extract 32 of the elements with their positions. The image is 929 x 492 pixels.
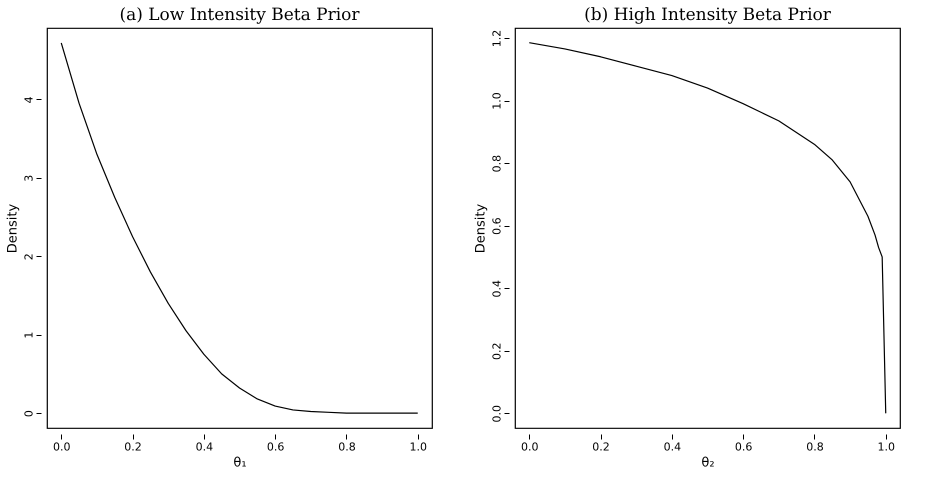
y-tick-label: 0.2 <box>490 342 504 360</box>
y-tick-label: 0.6 <box>490 217 504 235</box>
x-axis-title: θ₁ <box>233 456 247 470</box>
y-tick-label: 1.0 <box>490 92 504 110</box>
y-tick-label: 1 <box>22 332 36 339</box>
x-tick-label: 1.0 <box>877 440 895 454</box>
x-tick-label: 0.6 <box>734 440 752 454</box>
chart-title: (b) High Intensity Beta Prior <box>584 5 832 25</box>
x-tick-label: 0.8 <box>338 440 356 454</box>
y-axis-title: Density <box>6 203 20 254</box>
y-tick-label: 2 <box>22 253 36 260</box>
y-tick-label: 3 <box>22 174 36 182</box>
x-tick-label: 0.4 <box>664 440 682 454</box>
x-tick-label: 0.8 <box>806 440 824 454</box>
chart-title: (a) Low Intensity Beta Prior <box>119 5 360 25</box>
x-tick-label: 0.4 <box>196 440 214 454</box>
line-series <box>528 42 886 414</box>
x-tick-label: 0.2 <box>592 440 610 454</box>
y-tick-label: 0.8 <box>490 154 504 172</box>
y-tick-label: 4 <box>22 96 36 104</box>
line-series <box>60 42 418 414</box>
x-tick-label: 0.6 <box>266 440 284 454</box>
x-tick-label: 0.0 <box>521 440 539 454</box>
x-tick-label: 1.0 <box>409 440 427 454</box>
x-tick-label: 0.2 <box>124 440 142 454</box>
y-axis-title: Density <box>474 203 488 254</box>
y-tick-label: 0.0 <box>490 405 504 423</box>
y-tick-label: 0 <box>22 410 36 418</box>
y-tick-label: 1.2 <box>490 30 504 48</box>
x-tick-label: 0.0 <box>53 440 71 454</box>
x-axis-title: θ₂ <box>701 456 715 470</box>
y-tick-label: 0.4 <box>490 280 504 298</box>
